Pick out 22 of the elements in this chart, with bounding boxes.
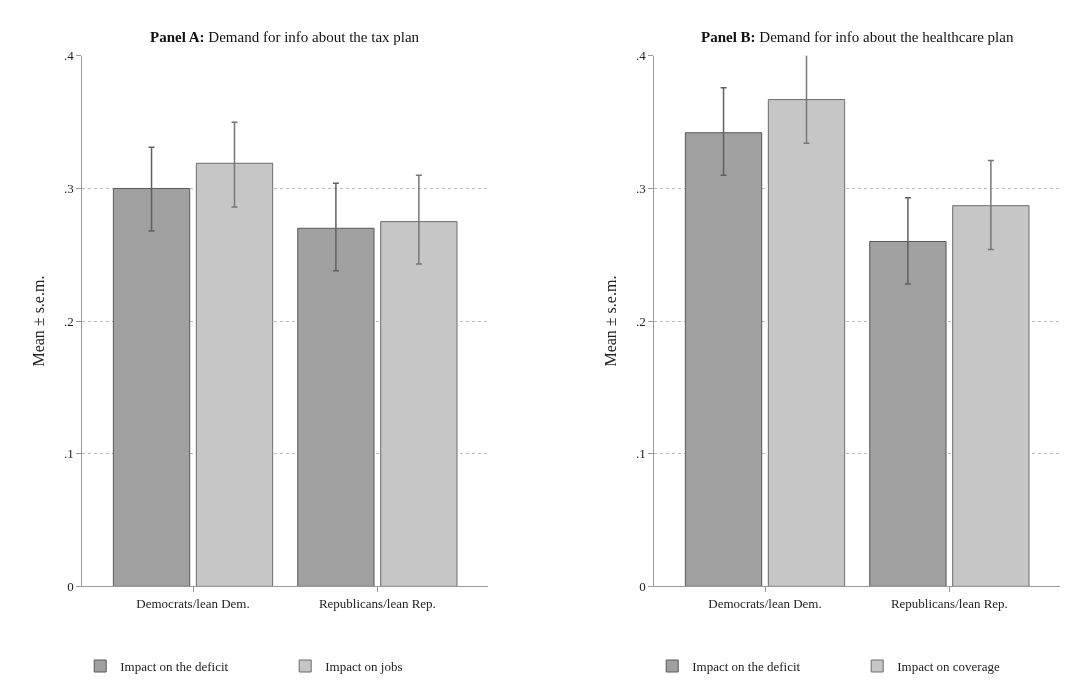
- legend-label: Impact on jobs: [325, 659, 403, 675]
- y-tick-label: .3: [64, 181, 74, 197]
- y-tick-label: .3: [636, 181, 646, 197]
- legend-label: Impact on coverage: [897, 659, 1000, 675]
- y-tick-label: .2: [64, 313, 74, 329]
- chart-title: Panel B: Demand for info about the healthcare plan: [701, 29, 1014, 45]
- y-tick-label: .4: [636, 48, 647, 64]
- y-tick-label: 0: [639, 578, 646, 594]
- x-tick-label: Republicans/lean Rep.: [890, 595, 1008, 611]
- legend-label: Impact on the deficit: [120, 659, 229, 675]
- y-axis-title: Mean ± s.e.m.: [29, 275, 47, 367]
- x-tick-label: Democrats/lean Dem.: [708, 595, 822, 611]
- x-tick-label: Republicans/lean Rep.: [318, 595, 436, 611]
- legend-label: Impact on the deficit: [692, 659, 801, 675]
- y-axis-title: Mean ± s.e.m.: [601, 275, 619, 367]
- y-tick-label: .2: [636, 313, 646, 329]
- y-tick-label: 0: [67, 578, 74, 594]
- y-tick-label: .4: [64, 48, 75, 64]
- y-tick-label: .1: [636, 446, 646, 462]
- y-tick-label: .1: [64, 446, 74, 462]
- chart-title: Panel A: Demand for info about the tax plan: [150, 29, 420, 45]
- x-tick-label: Democrats/lean Dem.: [136, 595, 250, 611]
